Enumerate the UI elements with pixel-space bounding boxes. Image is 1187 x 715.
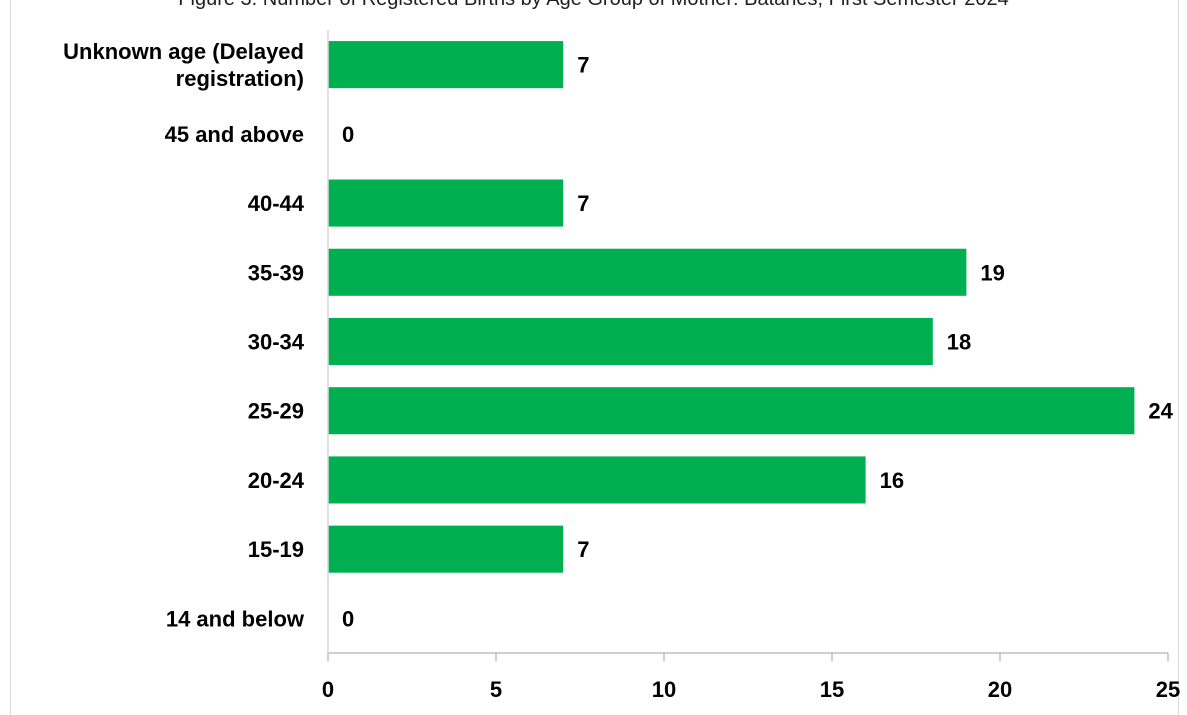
bar-2 (328, 456, 866, 504)
data-label-1: 7 (577, 537, 589, 562)
x-tick-label-4: 20 (988, 677, 1012, 702)
data-label-5: 19 (980, 260, 1004, 285)
data-label-7: 0 (342, 122, 354, 147)
chart-frame (10, 0, 1179, 715)
x-tick-label-5: 25 (1156, 677, 1180, 702)
category-labels-group: 14 and below 15-19 20-24 25-29 30-34 35-39 40-… (63, 39, 305, 631)
data-label-8: 7 (577, 53, 589, 78)
data-label-2: 16 (880, 468, 904, 493)
x-tick-label-0: 0 (322, 677, 334, 702)
x-tick-label-3: 15 (820, 677, 844, 702)
category-label-6: 40-44 (248, 191, 305, 216)
data-label-3: 24 (1148, 399, 1173, 424)
chart-title: Figure 3. Number of Registered Births by… (0, 0, 1187, 11)
bar-4 (328, 317, 933, 366)
x-tick-label-1: 5 (490, 677, 502, 702)
x-axis: 0 5 10 15 20 25 (322, 652, 1180, 702)
x-tick-label-2: 10 (652, 677, 676, 702)
bar-5 (328, 248, 967, 296)
category-label-3: 25-29 (248, 399, 304, 424)
category-label-8: Unknown age (Delayed registration) (63, 39, 304, 91)
category-label-4: 30-34 (248, 330, 305, 355)
data-label-6: 7 (577, 191, 589, 216)
category-label-0: 14 and below (166, 606, 305, 631)
bar-6 (328, 179, 564, 227)
bar-1 (328, 525, 564, 573)
data-label-4: 18 (947, 330, 971, 355)
data-labels-group: 0 7 16 24 18 19 7 0 7 (342, 53, 1174, 632)
category-label-2: 20-24 (248, 468, 305, 493)
data-label-0: 0 (342, 606, 354, 631)
category-label-7: 45 and above (165, 122, 304, 147)
bar-3 (328, 387, 1135, 435)
category-label-1: 15-19 (248, 537, 304, 562)
category-label-5: 35-39 (248, 260, 304, 285)
bars-group (328, 41, 1135, 573)
bar-8 (328, 41, 564, 89)
